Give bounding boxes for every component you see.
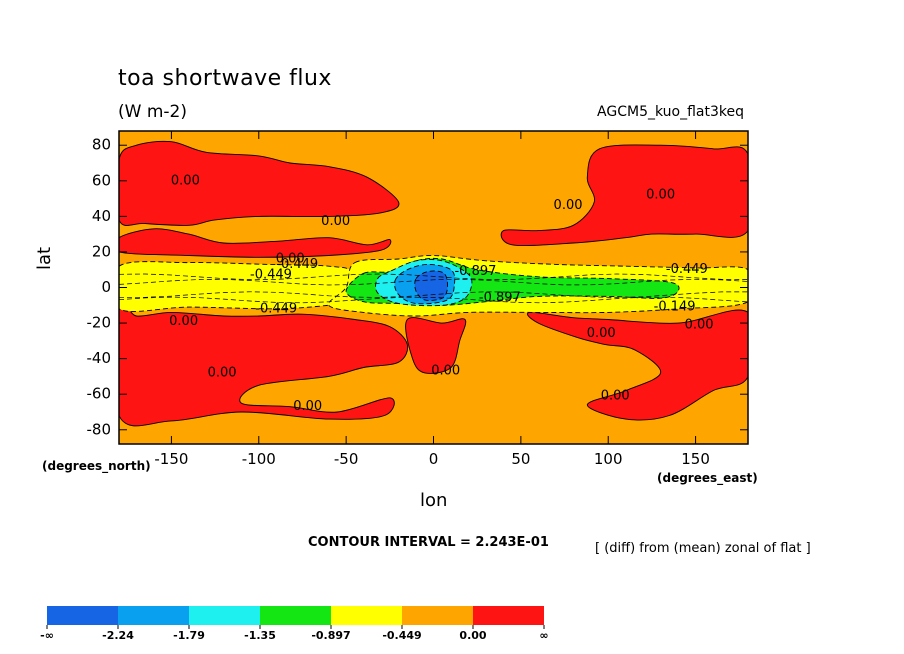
contour-label: 0.00 xyxy=(321,214,350,229)
contour-label: -0.449 xyxy=(666,262,708,277)
dashed-contour-line xyxy=(119,273,748,280)
contour-region xyxy=(119,140,400,226)
y-tick-label: 20 xyxy=(92,242,111,260)
chart-title: toa shortwave flux xyxy=(118,66,332,91)
contour-label: -0.897 xyxy=(479,291,521,306)
colorbar-label: ∞ xyxy=(539,629,548,642)
contour-label: 0.00 xyxy=(169,314,198,329)
y-tick-label: -40 xyxy=(87,349,112,367)
contour-label: 0.00 xyxy=(601,388,630,403)
contour-label: 0.00 xyxy=(685,317,714,332)
colorbar-swatch xyxy=(260,606,331,625)
data-source-note: [ (diff) from (mean) zonal of flat ] xyxy=(595,541,811,556)
colorbar-label: 0.00 xyxy=(459,629,486,642)
contour-region xyxy=(414,270,449,301)
colorbar-swatch xyxy=(118,606,189,625)
colorbar-swatch xyxy=(47,606,118,625)
contour-label: -0.449 xyxy=(276,257,318,272)
contour-label: 0.00 xyxy=(276,252,305,267)
colorbar-swatch xyxy=(473,606,544,625)
contour-label: -0.449 xyxy=(250,268,292,283)
contour-label: 0.00 xyxy=(208,365,237,380)
colorbar-label: -0.449 xyxy=(382,629,421,642)
y-axis-label: lat xyxy=(34,246,55,270)
contour-label: 0.00 xyxy=(646,188,675,203)
contour-region xyxy=(405,317,467,374)
colorbar-label: -1.35 xyxy=(244,629,276,642)
y-tick-label: -20 xyxy=(87,314,112,332)
y-tick-label: 80 xyxy=(92,136,111,154)
x-tick-label: 100 xyxy=(594,450,623,468)
dashed-contour-line xyxy=(119,278,748,286)
contour-label: 0.00 xyxy=(171,173,200,188)
x-tick-label: -150 xyxy=(154,450,188,468)
colorbar-label: -1.79 xyxy=(173,629,205,642)
colorbar-label: -2.24 xyxy=(102,629,134,642)
contour-label: -0.449 xyxy=(255,301,297,316)
y-tick-label: -60 xyxy=(87,385,112,403)
dashed-contour-line xyxy=(119,296,748,304)
chart-units: (W m-2) xyxy=(118,102,187,122)
y-tick-label: 40 xyxy=(92,207,111,225)
y-tick-label: 60 xyxy=(92,171,111,189)
y-tick-label: -80 xyxy=(87,420,112,438)
contour-region xyxy=(526,309,748,421)
contour-label: -0.149 xyxy=(654,300,696,315)
x-unit-note: (degrees_east) xyxy=(657,471,758,485)
x-tick-label: -50 xyxy=(334,450,359,468)
contour-label: -0.897 xyxy=(454,264,496,279)
contour-label: 0.00 xyxy=(554,198,583,213)
run-id-label: AGCM5_kuo_flat3keq xyxy=(597,104,744,120)
x-tick-label: 50 xyxy=(511,450,530,468)
contour-region xyxy=(119,228,392,258)
colorbar-swatch xyxy=(331,606,402,625)
contour-label: 0.00 xyxy=(293,399,322,414)
dashed-contour-line xyxy=(119,291,748,298)
y-unit-note: (degrees_north) xyxy=(42,459,151,473)
colorbar-swatch xyxy=(189,606,260,625)
contour-label: 0.00 xyxy=(431,364,460,379)
contour-interval: CONTOUR INTERVAL = 2.243E-01 xyxy=(308,535,549,550)
x-axis-label: lon xyxy=(420,490,448,511)
contour-region xyxy=(500,144,748,247)
x-tick-label: 150 xyxy=(681,450,710,468)
contour-region xyxy=(119,299,409,427)
x-tick-label: 0 xyxy=(429,450,439,468)
contour-region xyxy=(119,261,359,312)
colorbar-label: -0.897 xyxy=(311,629,350,642)
x-tick-label: -100 xyxy=(242,450,276,468)
contour-label: 0.00 xyxy=(587,326,616,341)
colorbar-swatch xyxy=(402,606,473,625)
y-tick-label: 0 xyxy=(101,278,111,296)
colorbar-label: -∞ xyxy=(40,629,54,642)
